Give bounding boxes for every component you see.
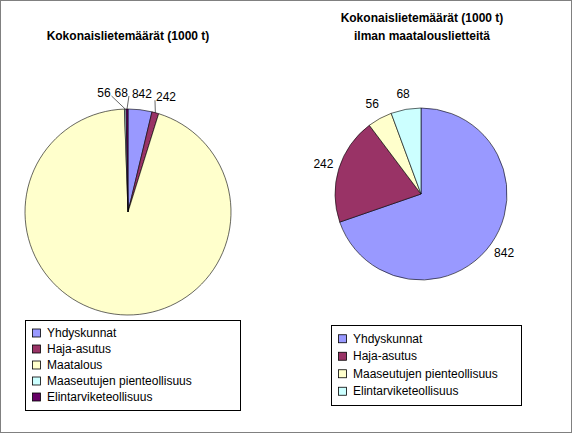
- legend-swatch: [339, 370, 347, 378]
- legend: Yhdyskunnat Haja-asutus Maatalous Maaseutuj…: [26, 321, 241, 411]
- legend-swatch: [339, 387, 347, 395]
- legend-swatch: [33, 393, 41, 401]
- data-label: 242: [313, 157, 333, 171]
- data-label: 68: [115, 86, 129, 100]
- data-label: 242: [156, 90, 176, 104]
- legend-swatch: [33, 345, 41, 353]
- pie-slice: [126, 109, 128, 212]
- legend-label: Haja-asutus: [47, 342, 111, 356]
- legend-swatch: [33, 361, 41, 369]
- legend-label: Elintarviketeollisuus: [353, 384, 458, 398]
- slices: [25, 109, 231, 315]
- leader-line: [154, 100, 155, 112]
- leader-line: [112, 96, 126, 109]
- data-label: 842: [132, 87, 152, 101]
- legend-label: Yhdyskunnat: [353, 332, 423, 346]
- legend-box: [26, 321, 241, 411]
- legend-label: Maaseutujen pienteollisuus: [47, 374, 192, 388]
- pie-chart: Kokonaislietemäärät (1000 t)842242685621…: [25, 29, 241, 411]
- title-line: ilman maatalouslietteitä: [354, 29, 490, 43]
- legend: Yhdyskunnat Haja-asutus Maaseutujen piente…: [332, 326, 522, 406]
- legend-label: Haja-asutus: [353, 349, 417, 363]
- data-label: 842: [494, 246, 514, 260]
- chart-frame: [1, 1, 572, 433]
- title-line: Kokonaislietemäärät (1000 t): [341, 11, 504, 25]
- chart-title: Kokonaislietemäärät (1000 t): [47, 29, 210, 43]
- data-labels: 842 68 56 242: [313, 87, 514, 261]
- legend-swatch: [33, 329, 41, 337]
- legend-label: Yhdyskunnat: [47, 326, 117, 340]
- data-label: 68: [396, 87, 410, 101]
- pie-slice: [124, 109, 128, 212]
- title-line: Kokonaislietemäärät (1000 t): [47, 29, 210, 43]
- pie-slice: [391, 108, 421, 194]
- legend-box: [332, 326, 522, 406]
- legend-swatch: [33, 377, 41, 385]
- pie-slice: [25, 109, 231, 315]
- pie-chart: Kokonaislietemäärät (1000 t) ilman maatal…: [313, 11, 521, 406]
- chart-canvas: Kokonaislietemäärät (1000 t)842242685621…: [0, 0, 572, 433]
- legend-swatch: [339, 335, 347, 343]
- legend-label: Maatalous: [47, 358, 102, 372]
- legend-label: Elintarviketeollisuus: [47, 390, 152, 404]
- legend-swatch: [339, 352, 347, 360]
- leader-line: [127, 96, 129, 109]
- data-label: 56: [365, 97, 379, 111]
- chart-title: Kokonaislietemäärät (1000 t) ilman maatal…: [341, 11, 504, 43]
- data-label: 56: [97, 86, 111, 100]
- legend-label: Maaseutujen pienteollisuus: [353, 367, 498, 381]
- data-labels: 842242685621300: [95, 86, 176, 337]
- slices: [335, 108, 507, 280]
